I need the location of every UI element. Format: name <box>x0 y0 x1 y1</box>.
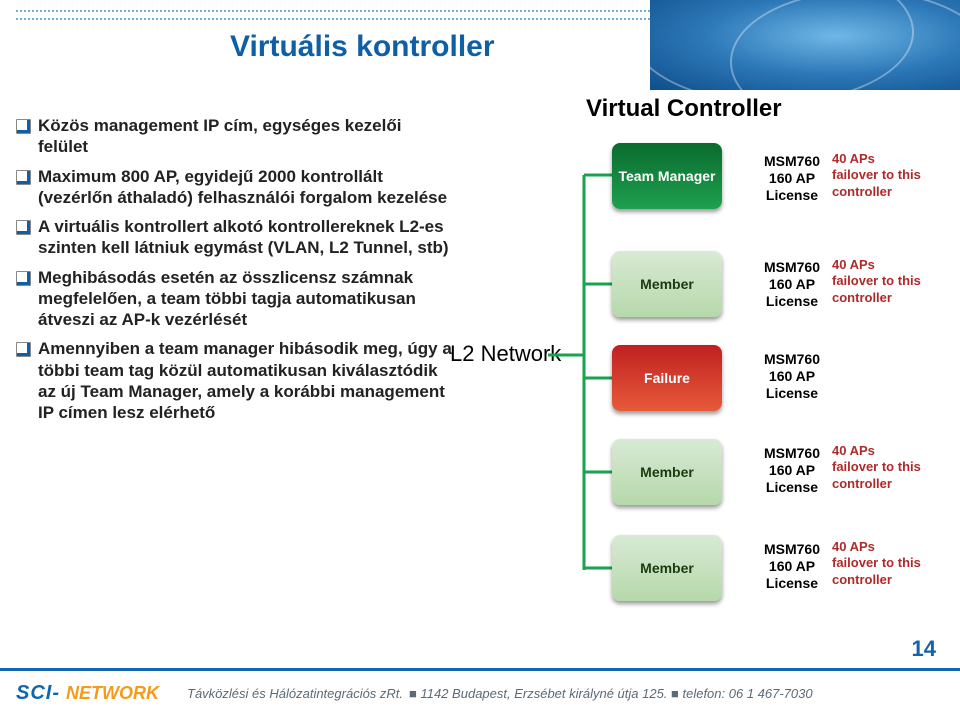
failover-note: 40 APs failover to this controller <box>832 257 956 306</box>
footer: SCI- NETWORK Távközlési és Hálózatintegr… <box>0 668 960 716</box>
list-item: A virtuális kontrollert alkotó kontrolle… <box>16 216 456 259</box>
footer-logo: SCI- NETWORK <box>16 682 159 705</box>
l2-network-label: L2 Network <box>450 341 561 367</box>
header-dots-row <box>16 10 650 12</box>
logo-network: NETWORK <box>66 683 159 704</box>
list-item: Meghibásodás esetén az összlicensz számn… <box>16 267 456 331</box>
page-number: 14 <box>912 636 936 662</box>
controller-box-failure: Failure <box>612 345 722 411</box>
license-label: MSM760 160 AP License <box>746 445 838 495</box>
footer-address: ■ 1142 Budapest, Erzsébet királyné útja … <box>409 686 813 701</box>
controller-box-label: Team Manager <box>613 168 722 184</box>
list-item: Maximum 800 AP, egyidejű 2000 kontrollál… <box>16 166 456 209</box>
list-item: Amennyiben a team manager hibásodik meg,… <box>16 338 456 423</box>
diagram-area: Virtual Controller L2 Network Team Manag… <box>456 95 944 666</box>
bullet-list: Közös management IP cím, egységes kezelő… <box>16 95 456 666</box>
header-decoration <box>650 0 960 90</box>
controller-box-label: Member <box>634 276 700 292</box>
footer-tagline: Távközlési és Hálózatintegrációs zRt. <box>187 686 403 701</box>
diagram-title: Virtual Controller <box>586 95 782 123</box>
controller-box-label: Member <box>634 464 700 480</box>
license-label: MSM760 160 AP License <box>746 259 838 309</box>
license-label: MSM760 160 AP License <box>746 153 838 203</box>
controller-box-manager: Team Manager <box>612 143 722 209</box>
header-dots-row <box>16 18 650 20</box>
failover-note: 40 APs failover to this controller <box>832 539 956 588</box>
license-label: MSM760 160 AP License <box>746 541 838 591</box>
controller-box-member: Member <box>612 535 722 601</box>
page-title: Virtuális kontroller <box>230 30 495 64</box>
controller-box-member: Member <box>612 439 722 505</box>
failover-note: 40 APs failover to this controller <box>832 443 956 492</box>
controller-box-label: Failure <box>638 370 696 386</box>
controller-box-label: Member <box>634 560 700 576</box>
controller-box-member: Member <box>612 251 722 317</box>
list-item: Közös management IP cím, egységes kezelő… <box>16 115 456 158</box>
license-label: MSM760 160 AP License <box>746 351 838 401</box>
failover-note: 40 APs failover to this controller <box>832 151 956 200</box>
content-area: Közös management IP cím, egységes kezelő… <box>16 95 944 666</box>
logo-sci: SCI- <box>16 682 60 705</box>
